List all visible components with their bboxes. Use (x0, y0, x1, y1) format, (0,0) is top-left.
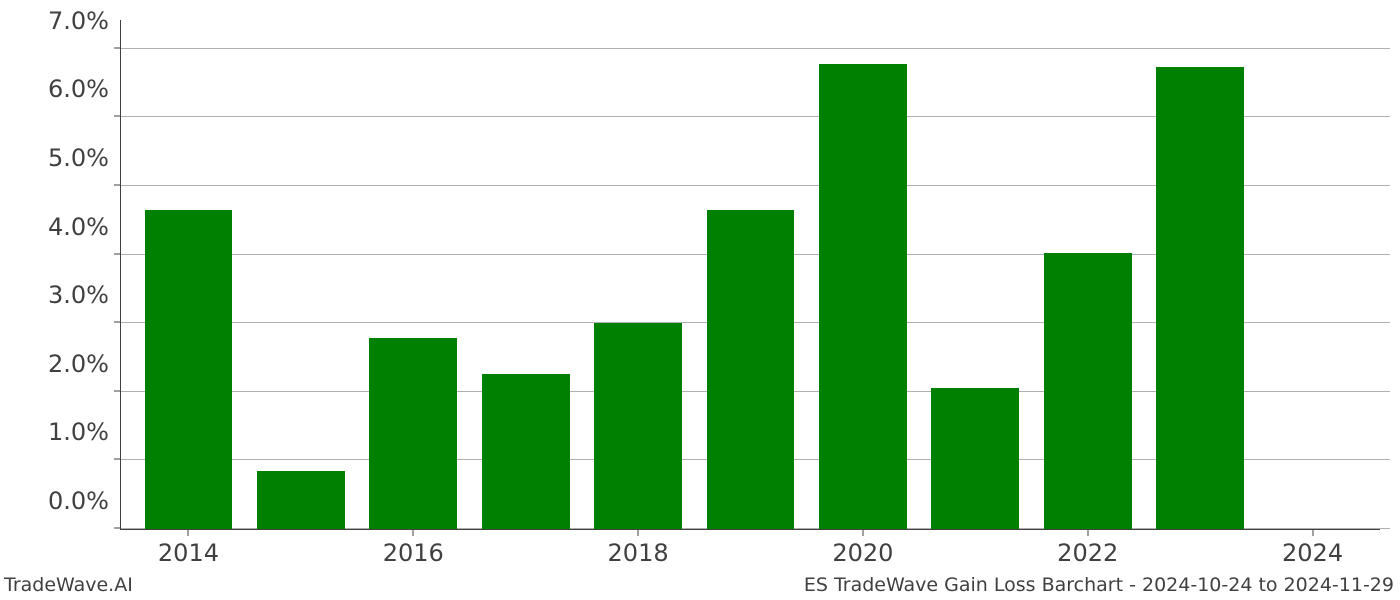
footer-right-text: ES TradeWave Gain Loss Barchart - 2024-1… (804, 574, 1394, 596)
y-tick-label: 1.0% (48, 418, 121, 446)
x-tick-label: 2018 (608, 529, 669, 567)
x-tick-label: 2020 (832, 529, 893, 567)
y-tick-mark (114, 459, 121, 460)
y-tick-label: 3.0% (48, 281, 121, 309)
x-tick-label: 2014 (158, 529, 219, 567)
footer-left-text: TradeWave.AI (4, 574, 133, 596)
y-tick-mark (114, 185, 121, 186)
bar (482, 374, 570, 529)
bar (257, 471, 345, 529)
y-tick-label: 2.0% (48, 350, 121, 378)
y-tick-mark (114, 47, 121, 48)
y-tick-label: 5.0% (48, 144, 121, 172)
bar (819, 64, 907, 529)
y-tick-mark (114, 322, 121, 323)
y-tick-label: 6.0% (48, 75, 121, 103)
y-tick-mark (114, 528, 121, 529)
y-tick-label: 7.0% (48, 7, 121, 35)
x-tick-label: 2024 (1282, 529, 1343, 567)
bar (145, 210, 233, 529)
y-tick-mark (114, 253, 121, 254)
y-tick-mark (114, 116, 121, 117)
bar (594, 323, 682, 529)
bar (369, 338, 457, 529)
y-tick-mark (114, 390, 121, 391)
bar (707, 210, 795, 529)
bar (931, 388, 1019, 529)
x-tick-label: 2022 (1057, 529, 1118, 567)
bar (1044, 253, 1132, 529)
y-tick-label: 0.0% (48, 487, 121, 515)
chart-container: 0.0% 1.0% 2.0% 3.0% 4.0% 5.0% 6.0% 7.0% 2014 2016… (0, 0, 1400, 600)
y-gridline (121, 48, 1390, 49)
bar (1156, 67, 1244, 529)
y-tick-label: 4.0% (48, 213, 121, 241)
plot-area: 0.0%1.0%2.0%3.0%4.0%5.0%6.0%7.0%20142016… (120, 20, 1380, 530)
x-tick-label: 2016 (383, 529, 444, 567)
